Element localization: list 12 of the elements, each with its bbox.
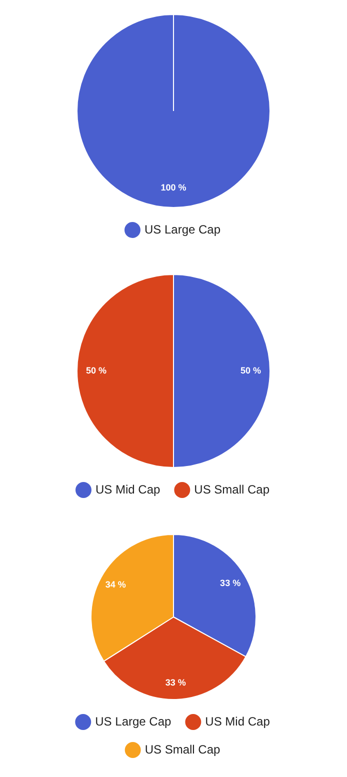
data-label: 50 % (240, 365, 261, 376)
legend-label: US Mid Cap (95, 482, 160, 496)
legend-label: US Small Cap (144, 742, 221, 756)
legend-label: US Large Cap (95, 714, 172, 728)
legend-label: US Mid Cap (205, 714, 270, 728)
data-label: 34 % (105, 580, 126, 590)
legend-label: US Large Cap (144, 222, 221, 236)
data-label: 33 % (165, 677, 186, 688)
data-label: 33 % (220, 578, 241, 588)
data-label: 50 % (86, 365, 107, 376)
data-label: 100 % (160, 182, 186, 193)
legend-label: US Small Cap (194, 482, 270, 496)
